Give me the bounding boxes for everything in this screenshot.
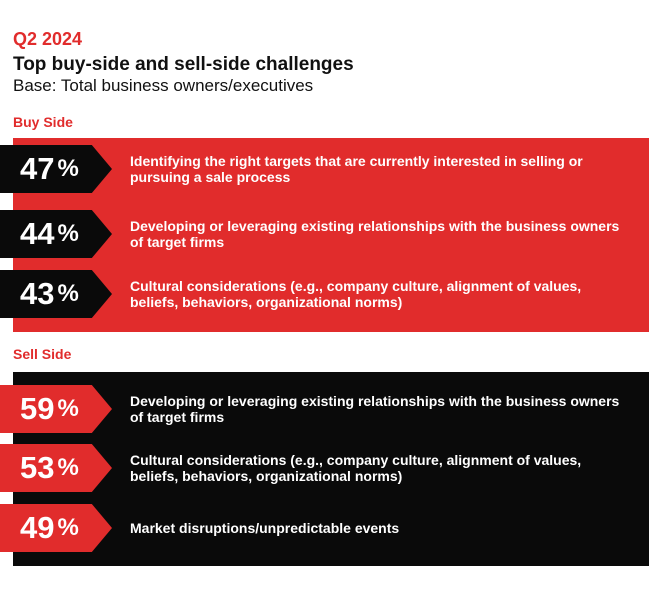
challenge-label: Identifying the right targets that are c… bbox=[130, 153, 583, 185]
percent-number: 59 bbox=[20, 391, 55, 426]
challenge-label: Cultural considerations (e.g., company c… bbox=[130, 452, 582, 484]
percent-tab bbox=[0, 145, 112, 193]
challenge-label: Market disruptions/unpredictable events bbox=[130, 520, 400, 536]
chart-title: Top buy-side and sell-side challenges bbox=[13, 54, 354, 75]
chart-subtitle: Base: Total business owners/executives bbox=[13, 76, 314, 95]
percent-value: 53% bbox=[20, 444, 79, 492]
buy-side-row: 44% Developing or leveraging existing re… bbox=[0, 210, 649, 258]
quarter-label: Q2 2024 bbox=[13, 29, 83, 49]
percent-tab bbox=[0, 270, 112, 318]
sell-side-label: Sell Side bbox=[13, 346, 72, 362]
percent-value: 49% bbox=[20, 504, 79, 552]
percent-value: 59% bbox=[20, 385, 79, 433]
sell-side-panel: 59% Developing or leveraging existing re… bbox=[0, 372, 649, 566]
percent-value: 44% bbox=[20, 210, 79, 258]
percent-number: 44 bbox=[20, 216, 55, 251]
percent-value: 47% bbox=[20, 145, 79, 193]
buy-side-row: 47% Identifying the right targets that a… bbox=[0, 145, 649, 193]
buy-side-label: Buy Side bbox=[13, 114, 73, 130]
percent-unit: % bbox=[57, 514, 79, 541]
buy-side-panel: 47% Identifying the right targets that a… bbox=[0, 138, 649, 332]
challenge-label: Cultural considerations (e.g., company c… bbox=[130, 278, 582, 310]
percent-unit: % bbox=[57, 220, 79, 247]
sell-side-row: 59% Developing or leveraging existing re… bbox=[0, 385, 649, 433]
percent-tab bbox=[0, 444, 112, 492]
percent-unit: % bbox=[57, 454, 79, 481]
sell-side-row: 49% Market disruptions/unpredictable eve… bbox=[0, 504, 649, 552]
percent-number: 53 bbox=[20, 450, 55, 485]
percent-unit: % bbox=[57, 395, 79, 422]
sell-side-row: 53% Cultural considerations (e.g., compa… bbox=[0, 444, 649, 492]
percent-unit: % bbox=[57, 155, 79, 182]
percent-unit: % bbox=[57, 280, 79, 307]
percent-number: 47 bbox=[20, 151, 55, 186]
percent-tab bbox=[0, 210, 112, 258]
challenge-label: Developing or leveraging existing relati… bbox=[130, 218, 620, 250]
percent-tab bbox=[0, 504, 112, 552]
buy-side-row: 43% Cultural considerations (e.g., compa… bbox=[0, 270, 649, 318]
percent-value: 43% bbox=[20, 270, 79, 318]
percent-tab bbox=[0, 385, 112, 433]
percent-number: 43 bbox=[20, 276, 55, 311]
percent-number: 49 bbox=[20, 510, 55, 545]
challenge-label: Developing or leveraging existing relati… bbox=[130, 393, 620, 425]
